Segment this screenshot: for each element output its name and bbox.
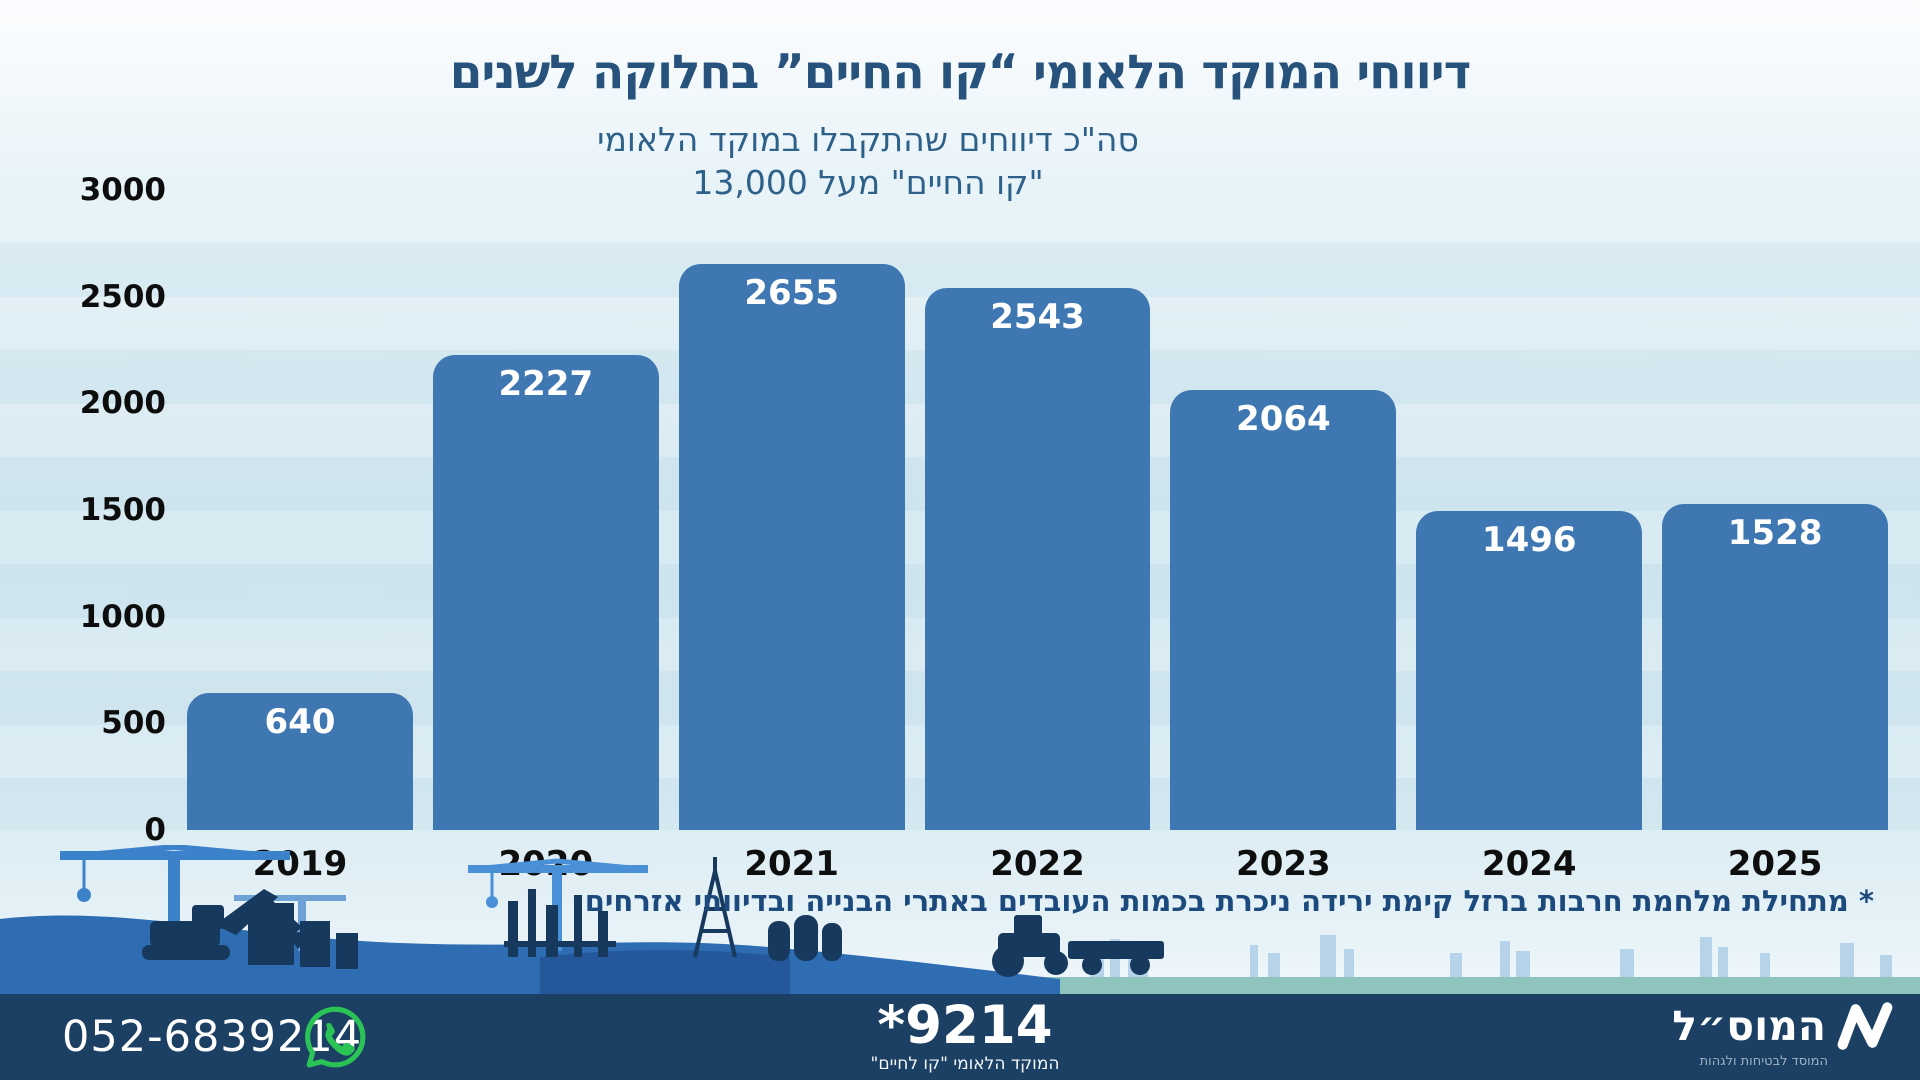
bar-2020: 2227 <box>432 354 659 830</box>
x-axis-label: 2021 <box>744 844 839 884</box>
hotline-number[interactable]: *9214 <box>877 995 1053 1056</box>
bar-value-label: 2227 <box>498 363 594 404</box>
refinery-icon <box>504 889 616 957</box>
bar-column-2021: 2655 2021 <box>678 190 905 884</box>
bar-2024: 1496 <box>1416 510 1643 830</box>
hotline-label: המוקד הלאומי "קו לחיים" <box>870 1054 1060 1074</box>
bar-column-2025: 1528 2025 <box>1662 190 1889 884</box>
bar-2019: 640 <box>187 693 413 830</box>
footnote: * מתחילת מלחמת חרבות ברזל קימת ירידה ניכ… <box>584 884 1874 918</box>
logo-tagline: המוסד לבטיחות ולגהות <box>1699 1054 1828 1069</box>
bar-value-label: 1496 <box>1481 519 1577 560</box>
whatsapp-icon[interactable] <box>302 1004 368 1070</box>
bar-2022: 2543 <box>924 287 1151 830</box>
subtitle-line-1: סה"כ דיווחים שהתקבלו במוקד הלאומי <box>597 120 1139 159</box>
bar-2025: 1528 <box>1662 504 1889 830</box>
x-axis-label: 2019 <box>252 844 348 884</box>
y-axis-tick: 500 <box>101 705 166 742</box>
y-axis-tick: 2000 <box>79 385 166 422</box>
bar-value-label: 2064 <box>1236 398 1331 439</box>
x-axis-label: 2025 <box>1727 844 1823 884</box>
bar-column-2024: 1496 2024 <box>1416 190 1643 884</box>
y-axis-tick: 1000 <box>79 598 166 635</box>
bar-chart-plot-area: 640 2019 22272020 2655 2021 2543 2022 2064 2023 1… <box>187 190 1889 884</box>
bar-value-label: 2543 <box>990 296 1085 337</box>
bar-column-2022: 2543 2022 <box>924 190 1151 884</box>
bar-2021: 2655 <box>678 263 905 830</box>
y-axis-tick: 3000 <box>79 172 166 208</box>
y-axis: 0 500 1000 1500 2000 2500 3000 <box>38 172 166 848</box>
hotline-block: *9214 המוקד הלאומי "קו לחיים" <box>805 995 1125 1075</box>
bar-2023: 2064 <box>1170 389 1397 830</box>
bar-column-2020: 22272020 <box>432 190 659 884</box>
chart-subtitle: סה"כ דיווחים שהתקבלו במוקד הלאומי "קו הח… <box>418 118 1318 204</box>
y-axis-tick: 0 <box>144 812 166 848</box>
zigzag-logo-icon <box>1837 1002 1893 1050</box>
x-axis-label: 2024 <box>1481 844 1577 884</box>
bar-value-label: 1528 <box>1727 513 1823 554</box>
y-axis-tick: 1500 <box>79 492 166 528</box>
x-axis-label: 2023 <box>1236 844 1331 884</box>
subtitle-line-2: "קו החיים" מעל 13,000 <box>692 163 1044 202</box>
footer-bar <box>0 994 1920 1080</box>
x-axis-label: 2022 <box>990 844 1085 884</box>
logo-text: המוס״ל <box>1672 1002 1826 1050</box>
buildings-icon <box>248 903 358 969</box>
construction-silhouette <box>0 845 1892 994</box>
mosal-logo: המוס״ל המוסד לבטיחות ולגהות <box>1672 1000 1894 1069</box>
bar-value-label: 2655 <box>744 272 839 313</box>
tractor-icon <box>992 915 1164 977</box>
y-axis-tick: 2500 <box>79 278 166 315</box>
page-title: דיווחי המוקד הלאומי “קו החיים” בחלוקה לש… <box>449 45 1472 101</box>
bar-column-2019: 640 2019 <box>187 190 413 884</box>
silos-icon <box>768 915 842 961</box>
lattice-tower-icon <box>693 857 737 958</box>
bar-value-label: 640 <box>264 702 336 743</box>
bar-column-2023: 2064 2023 <box>1170 190 1397 884</box>
ground-shadow <box>540 950 790 994</box>
